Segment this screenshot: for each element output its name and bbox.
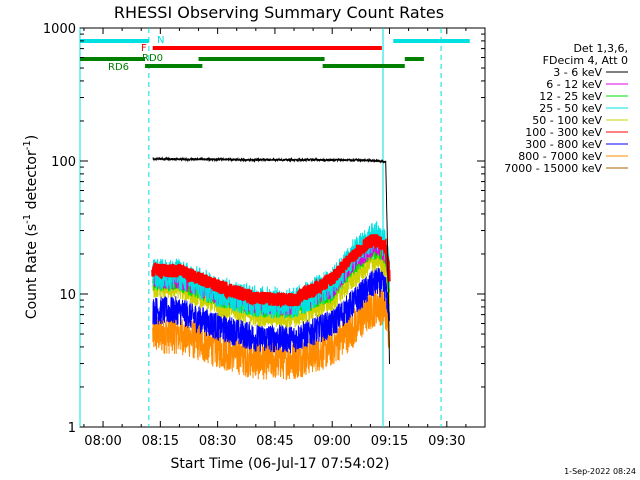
legend-entry-label: 300 - 800 keV bbox=[525, 138, 602, 151]
legend-entry-label: 3 - 6 keV bbox=[553, 66, 602, 79]
band-label-n: N bbox=[157, 35, 164, 46]
legend-entry-label: 50 - 100 keV bbox=[532, 114, 602, 127]
chart-title: RHESSI Observing Summary Count Rates bbox=[114, 3, 444, 22]
y-tick-label: 10 bbox=[59, 288, 76, 303]
y-axis-label-end: ) bbox=[24, 135, 40, 140]
legend-header-2: FDecim 4, Att 0 bbox=[543, 54, 628, 67]
band-label-rd6: RD6 bbox=[108, 62, 129, 73]
series-line bbox=[151, 234, 391, 309]
x-tick-label: 09:00 bbox=[313, 434, 350, 449]
x-tick-label: 09:15 bbox=[371, 434, 408, 449]
x-axis: 08:00 08:15 08:30 08:45 09:00 09:15 09:30 bbox=[83, 28, 486, 449]
legend-entry-label: 12 - 25 keV bbox=[539, 90, 602, 103]
y-axis: 1 10 100 1000 bbox=[43, 22, 485, 436]
y-axis-label: Count Rate (s-1 detector-1) bbox=[22, 135, 40, 319]
y-tick-label: 1 bbox=[68, 421, 76, 436]
legend-entry-label: 100 - 300 keV bbox=[525, 126, 602, 139]
legend-entry-label: 7000 - 15000 keV bbox=[504, 162, 602, 175]
legend-entry-label: 6 - 12 keV bbox=[546, 78, 602, 91]
band-label-rd0: RD0 bbox=[142, 53, 163, 64]
legend-entry-label: 800 - 7000 keV bbox=[518, 150, 602, 163]
legend-header-1: Det 1,3,6, bbox=[573, 42, 628, 55]
vertical-markers bbox=[79, 28, 442, 427]
y-tick-label: 1000 bbox=[43, 22, 76, 37]
x-tick-label: 08:45 bbox=[256, 434, 293, 449]
x-tick-label: 08:00 bbox=[84, 434, 121, 449]
series-line bbox=[152, 156, 390, 365]
y-axis-label-mid: detector bbox=[24, 150, 40, 214]
y-axis-label-sup2: -1 bbox=[22, 140, 33, 150]
legend-entry-label: 25 - 50 keV bbox=[539, 102, 602, 115]
x-tick-label: 08:15 bbox=[142, 434, 179, 449]
y-tick-label: 100 bbox=[51, 155, 76, 170]
band-label-f: F bbox=[141, 43, 147, 54]
y-axis-label-sup1: -1 bbox=[22, 214, 33, 224]
y-axis-label-main: Count Rate (s bbox=[24, 224, 40, 319]
x-tick-label: 08:30 bbox=[199, 434, 236, 449]
x-axis-label: Start Time (06-Jul-17 07:54:02) bbox=[170, 456, 389, 472]
footer-date: 1-Sep-2022 08:24 bbox=[564, 467, 636, 476]
series-group bbox=[151, 156, 391, 381]
x-tick-label: 09:30 bbox=[428, 434, 465, 449]
